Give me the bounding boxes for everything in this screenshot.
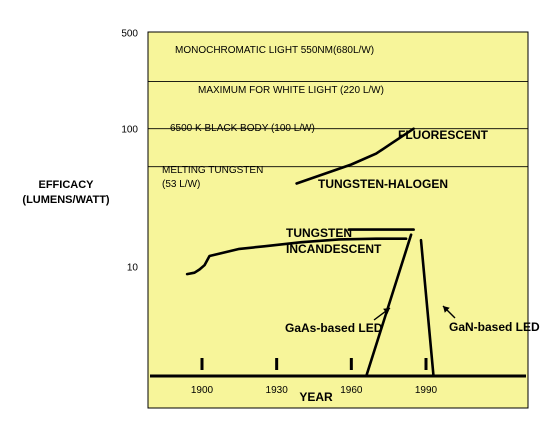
text-labels: 500 100 10 MONOCHROMATIC LIGHT 550NM(680L/W…	[121, 28, 540, 396]
x-axis-label: YEAR	[299, 390, 333, 404]
y-tick-label-10: 10	[127, 262, 139, 273]
series-lines	[185, 127, 435, 378]
plot-background	[147, 31, 529, 409]
arrow-gaas-led	[373, 307, 391, 321]
series-label-tungsten-incandescent-line1: TUNGSTEN	[286, 226, 352, 240]
series-label-gan-based-led: GaN-based LED	[449, 320, 540, 334]
x-tick-label-1900: 1900	[191, 385, 214, 396]
reference-lines	[148, 81, 528, 168]
series-line-fluorescent	[295, 127, 415, 185]
series-label-tungsten-halogen: TUNGSTEN-HALOGEN	[318, 177, 448, 191]
reference-label-53-line2: (53 L/W)	[162, 179, 200, 190]
reference-label-680: MONOCHROMATIC LIGHT 550NM(680L/W)	[175, 45, 374, 56]
series-line-tungsten-incandescent	[185, 237, 408, 276]
x-tick-label-1960: 1960	[340, 385, 363, 396]
series-line-gan-based-led	[419, 238, 435, 378]
x-tick-label-1990: 1990	[415, 385, 438, 396]
series-label-tungsten-incandescent-line2: INCANDESCENT	[286, 242, 382, 256]
x-tick-label-1930: 1930	[266, 385, 289, 396]
y-axis-label-line1: EFFICACY	[39, 179, 95, 191]
series-label-gaas-based-led: GaAs-based LED	[285, 321, 383, 335]
y-tick-label-500: 500	[121, 28, 138, 39]
reference-label-53-line1: MELTING TUNGSTEN	[162, 165, 263, 176]
y-tick-label-100: 100	[121, 125, 138, 136]
y-axis-label-line2: (LUMENS/WATT)	[22, 194, 110, 206]
reference-label-220: MAXIMUM FOR WHITE LIGHT (220 L/W)	[198, 85, 384, 96]
x-tick-marks	[200, 358, 428, 370]
series-label-fluorescent: FLUORESCENT	[398, 128, 489, 142]
arrow-gan-led	[442, 305, 456, 319]
reference-label-100: 6500 K BLACK BODY (100 L/W)	[170, 123, 315, 134]
series-line-gaas-based-led	[364, 233, 413, 378]
